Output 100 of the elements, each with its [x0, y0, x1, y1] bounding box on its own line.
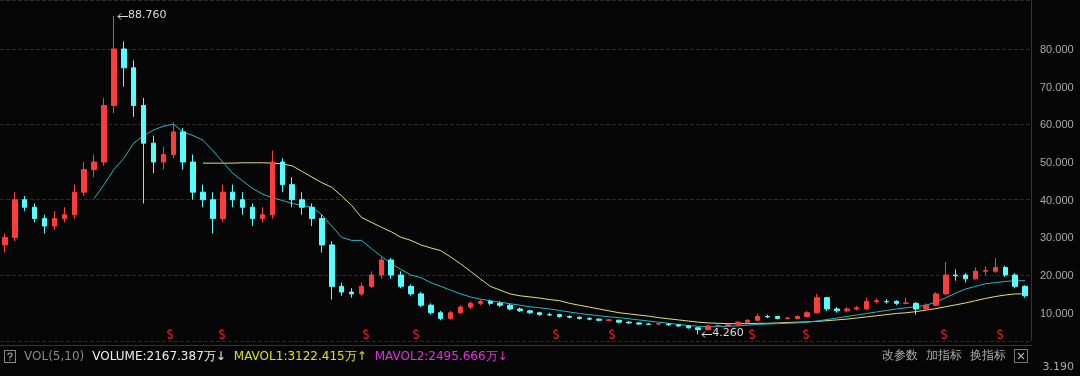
candlestick	[478, 299, 483, 306]
candlestick	[458, 304, 463, 314]
candlestick	[329, 240, 335, 301]
candlestick	[844, 306, 850, 313]
candlestick	[705, 324, 711, 331]
text: 加指标	[926, 347, 962, 364]
candlestick	[537, 311, 542, 317]
candlestick	[1003, 265, 1008, 278]
candlestick	[715, 323, 721, 328]
text: 3.190	[1042, 360, 1074, 373]
y-tick-label: 30.000	[1040, 231, 1074, 244]
candlestick	[1012, 272, 1018, 289]
text: MAVOL1:3122.415万↑	[233, 347, 367, 365]
y-tick-label: 70.000	[1040, 80, 1074, 93]
candlestick	[626, 320, 632, 325]
candlestick	[676, 323, 681, 328]
candlestick	[507, 303, 513, 311]
candlestick	[656, 322, 661, 326]
candlestick	[250, 202, 255, 227]
candlestick	[180, 127, 186, 171]
candlestick	[111, 15, 117, 114]
candlestick	[616, 319, 622, 324]
candlestick	[913, 301, 919, 316]
candlestick	[42, 214, 47, 235]
candlestick	[22, 195, 27, 212]
candlestick	[804, 310, 810, 318]
line-series	[93, 123, 1026, 328]
candlestick	[864, 297, 869, 311]
candlestick	[339, 282, 344, 297]
candlestick	[735, 320, 741, 327]
candlestick	[190, 153, 196, 201]
candlestick	[814, 293, 820, 314]
candlestick	[101, 97, 107, 167]
candlestick	[72, 184, 77, 220]
candlestick	[953, 268, 958, 282]
candlestick	[171, 121, 176, 159]
y-tick-label: 40.000	[1040, 193, 1074, 206]
candlestick	[161, 146, 166, 171]
candlestick	[725, 323, 731, 328]
candlestick	[646, 322, 651, 326]
candlestick	[874, 297, 879, 304]
candlestick	[795, 314, 800, 320]
candlestick	[824, 296, 830, 312]
candlestick	[488, 299, 493, 306]
candlestick	[299, 191, 305, 216]
candlestick	[854, 305, 859, 311]
text: VOL(5,10)	[24, 349, 85, 363]
candlestick	[151, 135, 156, 174]
candlestick	[418, 291, 424, 308]
candlestick	[596, 317, 602, 322]
candlestick	[141, 97, 146, 204]
candlestick	[2, 233, 8, 253]
text: 换指标	[970, 347, 1006, 364]
candlestick	[289, 176, 295, 208]
annotation: 4.260	[712, 326, 744, 340]
candlestick	[388, 257, 394, 280]
candlestick	[260, 206, 265, 223]
candlestick	[52, 210, 57, 231]
candlestick	[577, 316, 582, 321]
candlestick	[993, 257, 998, 274]
candlestick	[210, 191, 216, 235]
text: VOLUME:2167.387万↓	[92, 347, 226, 365]
candlestick	[666, 322, 671, 327]
candlestick	[894, 299, 899, 306]
candlestick	[270, 150, 275, 220]
candlestick	[963, 272, 968, 284]
y-tick-label: 80.000	[1040, 42, 1074, 55]
candlestick	[765, 314, 770, 319]
y-tick-label: 20.000	[1040, 269, 1074, 282]
candlestick	[91, 153, 97, 178]
candlestick	[517, 306, 523, 313]
candlestick	[32, 202, 37, 223]
candlestick	[745, 318, 750, 324]
candlestick	[220, 184, 226, 223]
candlestick	[319, 214, 325, 253]
candlestick	[903, 297, 909, 305]
candlestick	[695, 326, 701, 335]
candlestick	[567, 314, 572, 319]
candlestick	[428, 302, 434, 316]
y-tick-label: 10.000	[1040, 306, 1074, 319]
candlestick	[755, 312, 760, 322]
candlestick	[349, 287, 354, 299]
candlestick	[527, 309, 533, 315]
candlestick	[81, 161, 87, 197]
candlestick	[1022, 284, 1028, 299]
candlestick	[280, 157, 285, 193]
candlestick	[943, 261, 949, 296]
candlestick	[923, 302, 929, 312]
candlestick	[884, 298, 889, 305]
candlestick	[438, 310, 443, 321]
text: 改参数	[882, 347, 918, 364]
candlestick	[200, 184, 206, 208]
candlestick	[408, 283, 414, 297]
candlestick	[834, 306, 840, 314]
candlestick	[230, 184, 235, 208]
candlestick	[775, 315, 780, 321]
candlestick	[983, 265, 988, 276]
candlestick	[557, 313, 562, 319]
candlestick	[448, 310, 453, 321]
y-tick-label: 60.000	[1040, 118, 1074, 131]
